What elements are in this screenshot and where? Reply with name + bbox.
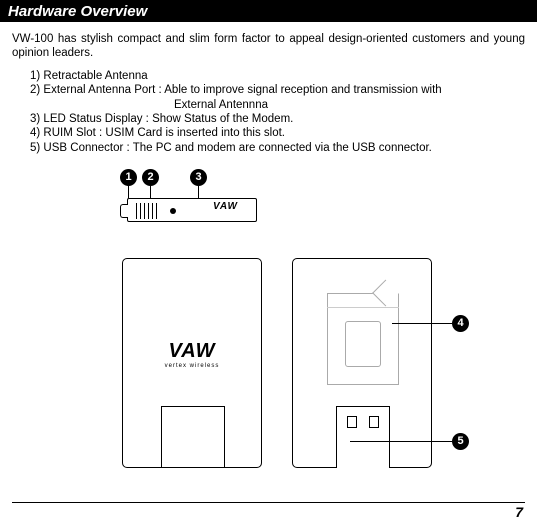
antenna-port-ridges xyxy=(136,203,160,219)
front-usb-outline xyxy=(161,406,225,468)
footer-rule xyxy=(12,502,525,503)
usb-hole xyxy=(347,416,357,428)
callout-2-icon: 2 xyxy=(142,169,159,186)
list-item: 1) Retractable Antenna xyxy=(30,69,525,83)
callout-3-icon: 3 xyxy=(190,169,207,186)
list-item: 5) USB Connector : The PC and modem are … xyxy=(30,141,525,155)
callout-5-icon: 5 xyxy=(452,433,469,450)
hardware-diagram: 1 2 3 VAW VAW vertex wireless xyxy=(12,163,512,473)
feature-list: 1) Retractable Antenna 2) External Anten… xyxy=(12,69,525,155)
callout-lead xyxy=(350,441,452,442)
callout-lead xyxy=(198,186,199,198)
callout-lead xyxy=(128,186,129,198)
device-back-view xyxy=(292,258,432,468)
callout-lead xyxy=(150,186,151,198)
antenna-tip xyxy=(120,204,128,218)
section-title: Hardware Overview xyxy=(0,0,537,22)
device-logo-big: VAW xyxy=(123,339,261,364)
list-item: 2) External Antenna Port : Able to impro… xyxy=(30,83,525,97)
device-logo-small: VAW xyxy=(213,201,238,214)
intro-paragraph: VW-100 has stylish compact and slim form… xyxy=(12,32,525,61)
led-dot xyxy=(170,208,176,214)
list-item: 3) LED Status Display : Show Status of t… xyxy=(30,112,525,126)
device-sublabel: vertex wireless xyxy=(123,363,261,371)
usb-hole xyxy=(369,416,379,428)
list-item-continuation: External Antennna xyxy=(30,98,525,112)
usb-connector xyxy=(336,406,390,468)
callout-lead xyxy=(392,323,452,324)
sim-contact-pad xyxy=(345,321,381,367)
callout-1-icon: 1 xyxy=(120,169,137,186)
sim-divider xyxy=(327,307,399,308)
content-area: VW-100 has stylish compact and slim form… xyxy=(0,22,537,473)
page-number: 7 xyxy=(515,504,523,520)
list-item: 4) RUIM Slot : USIM Card is inserted int… xyxy=(30,126,525,140)
callout-4-icon: 4 xyxy=(452,315,469,332)
device-front-view: VAW vertex wireless xyxy=(122,258,262,468)
device-top-view: VAW xyxy=(127,198,257,222)
